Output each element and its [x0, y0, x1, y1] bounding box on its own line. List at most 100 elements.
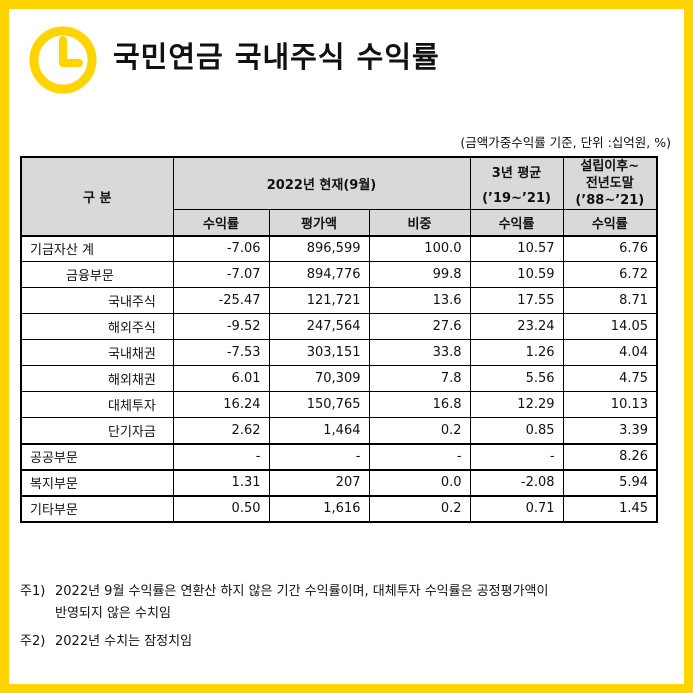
cell-since: 6.76 [562, 234, 658, 262]
table-row: 해외주식 -9.52 247,564 27.6 23.24 14.05 [20, 313, 658, 340]
table-row: 복지부문 1.31 207 0.0 -2.08 5.94 [20, 468, 658, 496]
row-label: 기타부문 [20, 494, 174, 522]
cell-avg3: 17.55 [469, 287, 564, 314]
note-1: 주1) 2022년 9월 수익률은 연환산 하지 않은 기간 수익률이며, 대체… [20, 581, 665, 625]
table-row: 해외채권 6.01 70,309 7.8 5.56 4.75 [20, 365, 658, 392]
header-category: 구 분 [20, 156, 174, 236]
cell-since: 14.05 [562, 313, 658, 340]
cell-value: 150,765 [268, 391, 370, 418]
row-label: 해외주식 [20, 313, 174, 340]
row-label: 단기자금 [20, 417, 174, 444]
header-since-line2: 전년도말 [585, 176, 634, 191]
row-label: 기금자산 계 [20, 234, 174, 262]
cell-return: -25.47 [172, 287, 270, 314]
cell-avg3: 0.85 [469, 417, 564, 444]
cell-avg3: 12.29 [469, 391, 564, 418]
cell-return: 6.01 [172, 365, 270, 392]
header-return-3y: 수익률 [469, 209, 564, 236]
cell-weight: 16.8 [368, 391, 471, 418]
header-return: 수익률 [172, 209, 270, 236]
header-weight: 비중 [368, 209, 471, 236]
note-2-text: 2022년 수치는 잠정치임 [55, 634, 193, 649]
cell-weight: 13.6 [368, 287, 471, 314]
row-label: 대체투자 [20, 391, 174, 418]
cell-since: 4.04 [562, 339, 658, 366]
row-label: 금융부문 [20, 261, 174, 288]
cell-since: 8.71 [562, 287, 658, 314]
header-avg3: 3년 평균 (’19~’21) [469, 156, 564, 210]
row-label: 해외채권 [20, 365, 174, 392]
cell-avg3: 1.26 [469, 339, 564, 366]
header-current-group: 2022년 현재(9월) [172, 156, 471, 210]
cell-since: 8.26 [562, 442, 658, 470]
cell-weight: 0.2 [368, 417, 471, 444]
note-1-text: 2022년 9월 수익률은 연환산 하지 않은 기간 수익률이며, 대체투자 수… [55, 584, 549, 599]
cell-weight: 0.2 [368, 494, 471, 522]
cell-return: -7.53 [172, 339, 270, 366]
header-avg3-line1: 3년 평균 [491, 165, 542, 181]
cell-since: 6.72 [562, 261, 658, 288]
cell-value: 894,776 [268, 261, 370, 288]
cell-weight: 7.8 [368, 365, 471, 392]
header-since: 설립이후~ 전년도말 (’88~’21) [562, 156, 658, 210]
cell-avg3: 23.24 [469, 313, 564, 340]
cell-value: 70,309 [268, 365, 370, 392]
cell-weight: 27.6 [368, 313, 471, 340]
row-label: 국내채권 [20, 339, 174, 366]
returns-table: 구 분 2022년 현재(9월) 3년 평균 (’19~’21) 설립이후~ 전… [20, 156, 659, 523]
cell-avg3: 0.71 [469, 494, 564, 522]
cell-avg3: 5.56 [469, 365, 564, 392]
cell-weight: 0.0 [368, 468, 471, 496]
cell-return: 1.31 [172, 468, 270, 496]
cell-weight: - [368, 442, 471, 470]
cell-weight: 99.8 [368, 261, 471, 288]
cell-value: 303,151 [268, 339, 370, 366]
cell-since: 10.13 [562, 391, 658, 418]
cell-since: 1.45 [562, 494, 658, 522]
cell-value: 896,599 [268, 234, 370, 262]
table-row: 기타부문 0.50 1,616 0.2 0.71 1.45 [20, 494, 658, 522]
unit-note: (금액가중수익률 기준, 단위 :십억원, %) [460, 135, 671, 150]
cell-avg3: 10.59 [469, 261, 564, 288]
table-row: 금융부문 -7.07 894,776 99.8 10.59 6.72 [20, 261, 658, 288]
cell-return: -7.07 [172, 261, 270, 288]
cell-weight: 33.8 [368, 339, 471, 366]
table-row: 국내채권 -7.53 303,151 33.8 1.26 4.04 [20, 339, 658, 366]
cell-avg3: -2.08 [469, 468, 564, 496]
table-row: 단기자금 2.62 1,464 0.2 0.85 3.39 [20, 417, 658, 444]
cell-since: 4.75 [562, 365, 658, 392]
header-since-line3: (’88~’21) [575, 193, 645, 208]
cell-weight: 100.0 [368, 234, 471, 262]
cell-avg3: - [469, 442, 564, 470]
cell-value: 247,564 [268, 313, 370, 340]
note-2-tag: 주2) [20, 634, 46, 649]
note-1-tag: 주1) [20, 584, 46, 599]
cell-return: 0.50 [172, 494, 270, 522]
cell-return: 2.62 [172, 417, 270, 444]
cell-return: 16.24 [172, 391, 270, 418]
table-row: 기금자산 계 -7.06 896,599 100.0 10.57 6.76 [20, 234, 658, 262]
header-avg3-line2: (’19~’21) [482, 190, 551, 206]
note-2: 주2) 2022년 수치는 잠정치임 [20, 631, 192, 653]
header-return-since: 수익률 [562, 209, 658, 236]
page-title: 국민연금 국내주식 수익률 [113, 40, 440, 74]
cell-value: 207 [268, 468, 370, 496]
table-row: 대체투자 16.24 150,765 16.8 12.29 10.13 [20, 391, 658, 418]
cell-value: 121,721 [268, 287, 370, 314]
cell-value: 1,464 [268, 417, 370, 444]
row-label: 복지부문 [20, 468, 174, 496]
cell-value: - [268, 442, 370, 470]
clock-icon [29, 26, 97, 94]
table-row: 공공부문 - - - -8.26 [20, 442, 658, 470]
header-value: 평가액 [268, 209, 370, 236]
table-row: 국내주식 -25.47 121,721 13.6 17.55 8.71 [20, 287, 658, 314]
cell-since: 5.94 [562, 468, 658, 496]
header-since-line1: 설립이후~ [580, 159, 640, 174]
cell-return: -9.52 [172, 313, 270, 340]
cell-return: - [172, 442, 270, 470]
cell-value: 1,616 [268, 494, 370, 522]
cell-since: 3.39 [562, 417, 658, 444]
cell-return: -7.06 [172, 234, 270, 262]
row-label: 공공부문 [20, 442, 174, 470]
row-label: 국내주식 [20, 287, 174, 314]
